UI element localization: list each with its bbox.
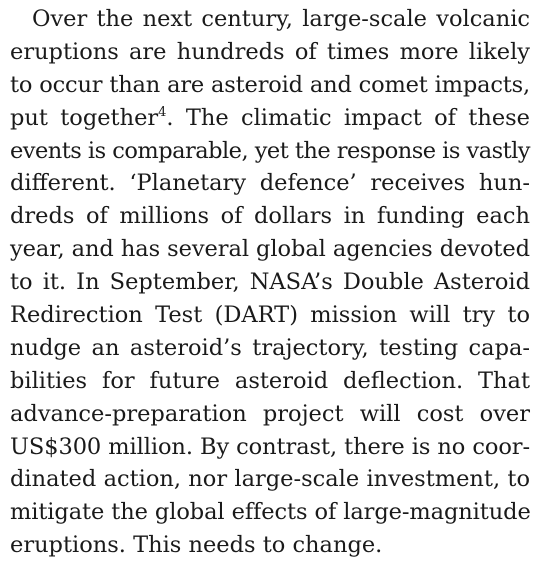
text-segment: . The climatic impact of these xyxy=(166,104,530,131)
text-line: year, and has several global agencies de… xyxy=(10,236,530,263)
text-line: bilities for future asteroid deflection.… xyxy=(10,367,530,394)
body-paragraph: Over the next century, large-scale volca… xyxy=(10,3,531,562)
text-line: different. ‘Planetary defence’ receives … xyxy=(10,170,530,197)
text-line: to it. In September, NASA’s Double Aster… xyxy=(10,269,530,296)
text-line: put together4. The climatic impact of th… xyxy=(10,102,530,135)
text-line: eruptions. This needs to change. xyxy=(10,532,383,559)
text-line: Redirection Test (DART) mission will try… xyxy=(10,302,530,329)
text-line: mitigate the global effects of large-mag… xyxy=(10,499,531,526)
text-line: events is comparable, yet the response i… xyxy=(10,137,531,164)
text-line: Over the next century, large-scale volca… xyxy=(32,6,530,32)
text-segment: put together xyxy=(10,104,159,131)
text-line: advance-preparation project will cost ov… xyxy=(10,400,530,427)
text-line: to occur than are asteroid and comet imp… xyxy=(10,71,530,98)
text-line: US$300 million. By contrast, there is no… xyxy=(10,433,530,460)
text-line: dreds of millions of dollars in funding … xyxy=(10,203,530,230)
citation-superscript: 4 xyxy=(158,104,167,120)
text-line: eruptions are hundreds of times more lik… xyxy=(10,38,530,65)
text-line: dinated action, nor large-scale investme… xyxy=(10,466,530,493)
text-line: nudge an asteroid’s trajectory, testing … xyxy=(10,334,530,361)
